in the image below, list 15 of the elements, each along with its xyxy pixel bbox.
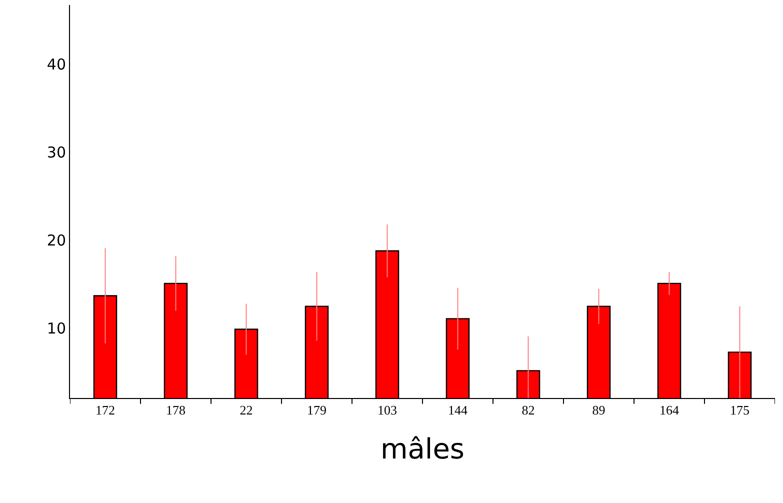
x-tick-label: 175 (730, 402, 750, 418)
x-tick-label: 164 (660, 402, 680, 418)
x-tick-label: 179 (307, 402, 326, 418)
y-tick-label: 40 (46, 55, 66, 74)
x-tick-label: 172 (96, 402, 115, 418)
x-tick-label: 82 (522, 402, 535, 418)
x-tick-label: 144 (448, 402, 468, 418)
y-tick-label: 30 (46, 143, 66, 162)
y-tick-label: 10 (46, 320, 66, 338)
x-tick-label: 89 (592, 402, 606, 418)
y-tick-label: 20 (46, 232, 66, 250)
x-tick-label: 103 (378, 402, 397, 418)
x-tick-label: 178 (166, 402, 186, 418)
x-axis-title: mâles (380, 432, 465, 466)
x-tick-label: 22 (240, 402, 253, 418)
